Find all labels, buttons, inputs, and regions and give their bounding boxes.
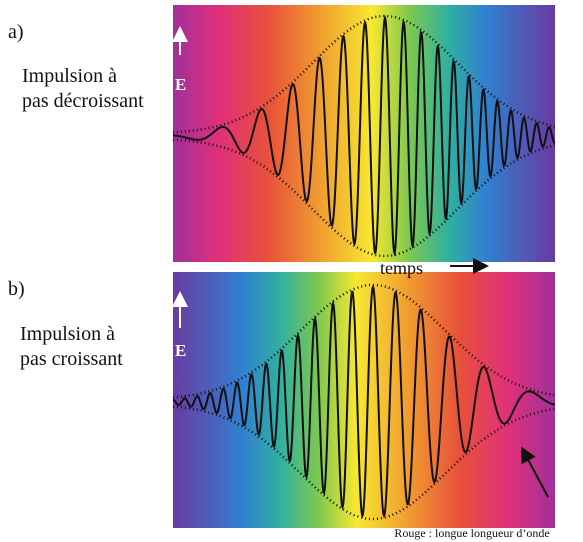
panel-letter: a)	[8, 21, 24, 43]
envelope-b	[172, 283, 556, 399]
caption: pas décroissant	[22, 90, 144, 112]
caption: Impulsion à	[20, 323, 115, 345]
spectrum-a	[173, 5, 555, 262]
wave-b	[172, 284, 556, 519]
annotation-arrow	[521, 446, 549, 498]
envelope-b	[172, 405, 556, 521]
panel-letter: b)	[8, 278, 25, 300]
wave-a	[173, 14, 556, 257]
annotation: Rouge : longue longueur d’onde	[394, 526, 549, 540]
axis-label: E	[175, 341, 186, 360]
time-label: temps	[380, 258, 423, 278]
caption: pas croissant	[20, 348, 123, 370]
axis-label: E	[175, 75, 186, 94]
envelope-a	[172, 14, 556, 134]
caption: Impulsion à	[22, 65, 117, 87]
envelope-a	[172, 138, 556, 258]
